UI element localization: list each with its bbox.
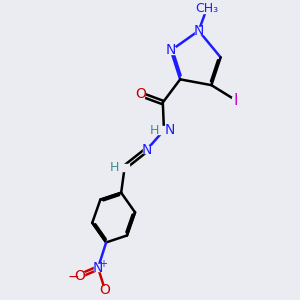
Text: O: O — [100, 283, 110, 297]
Bar — [94, 264, 102, 272]
Bar — [167, 47, 175, 54]
Bar — [142, 146, 151, 154]
Text: CH₃: CH₃ — [195, 2, 218, 15]
Bar — [158, 126, 170, 134]
Text: N: N — [141, 143, 152, 157]
Bar — [232, 97, 239, 104]
Bar — [121, 164, 129, 171]
Bar — [137, 91, 144, 98]
Bar — [76, 272, 83, 280]
Text: O: O — [74, 269, 85, 283]
Text: H: H — [149, 124, 159, 137]
Text: H: H — [110, 161, 119, 174]
Bar — [195, 27, 203, 34]
Bar — [199, 5, 215, 13]
Text: −: − — [68, 270, 80, 284]
Text: N: N — [166, 44, 176, 57]
Text: O: O — [135, 87, 146, 101]
Text: +: + — [99, 259, 107, 269]
Text: N: N — [165, 123, 175, 137]
Text: I: I — [233, 93, 238, 108]
Text: N: N — [194, 24, 204, 38]
Bar — [101, 286, 109, 293]
Text: N: N — [93, 261, 103, 275]
